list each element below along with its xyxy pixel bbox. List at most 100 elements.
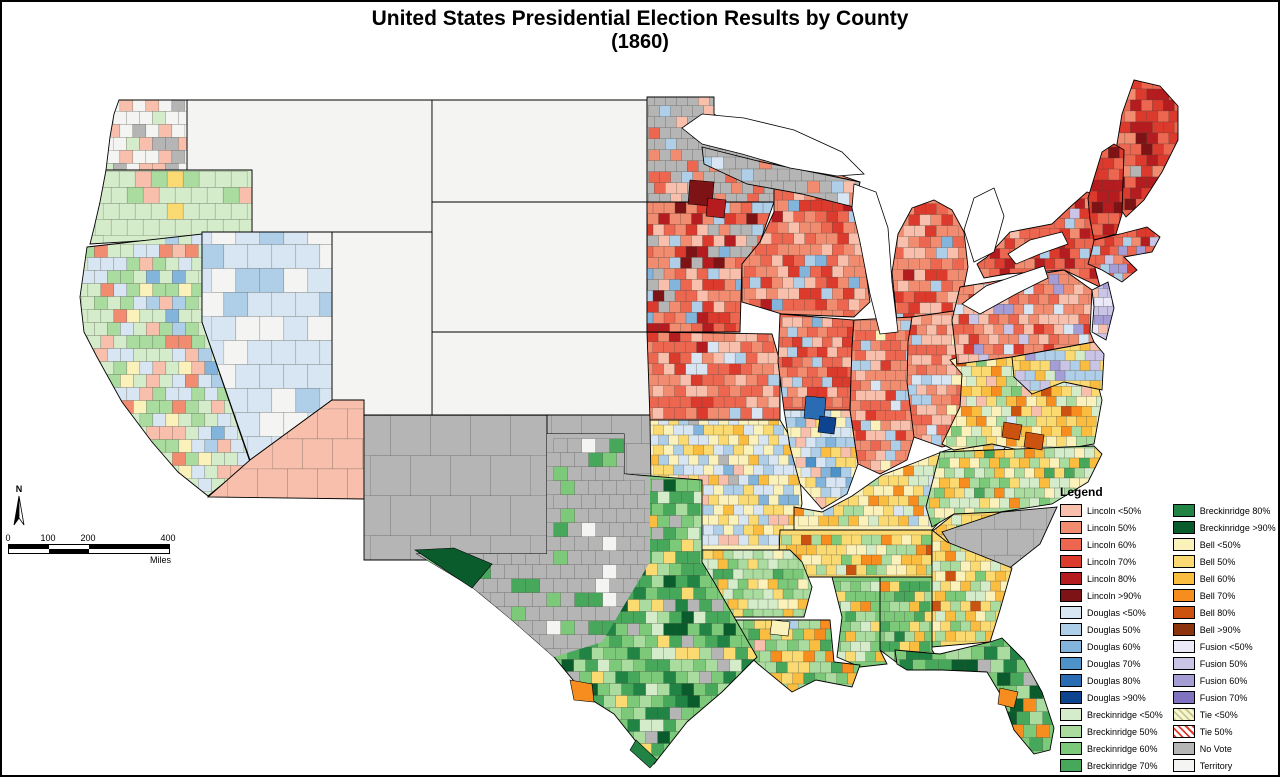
overlay-florida-orange: [997, 687, 1019, 709]
legend-item-label: Douglas >90%: [1087, 692, 1146, 703]
region-dakota: [432, 100, 647, 202]
scale-bar-segment: [49, 545, 89, 549]
scale-tick-label: 200: [80, 533, 96, 543]
legend-item: Lincoln <50%: [1060, 504, 1163, 517]
overlay-virginia-orange: [1001, 421, 1023, 441]
region-nebraska: [432, 202, 647, 332]
north-arrow-icon: [13, 495, 25, 526]
overlay-el-paso: [414, 547, 493, 589]
overlay-texas-orange: [569, 679, 595, 703]
scale-bar-segment: [9, 545, 49, 549]
legend-item-label: Lincoln 70%: [1087, 556, 1137, 567]
legend-item-label: Douglas 70%: [1087, 658, 1141, 669]
legend-swatch: [1172, 555, 1195, 568]
scale-bar: 0 100 200 400 Miles: [5, 533, 228, 569]
legend-column: Breckinridge 80% Breckinridge >90% Bell <5…: [1172, 504, 1276, 772]
legend-item-label: No Vote: [1199, 743, 1232, 754]
legend-item: Lincoln >90%: [1060, 589, 1163, 602]
region-mississippi: [832, 577, 887, 667]
legend-swatch: [1172, 725, 1195, 738]
scale-tick-labels: 0 100 200 400: [5, 533, 228, 543]
legend-item: Breckinridge 80%: [1172, 504, 1276, 517]
legend-swatch: [1060, 725, 1082, 738]
legend-swatch: [1060, 640, 1082, 653]
legend-item-label: Lincoln 60%: [1087, 539, 1137, 550]
legend-item: Territory: [1172, 759, 1276, 772]
overlay-texas-tip: [629, 739, 658, 769]
overlay-virginia-orange2: [1023, 431, 1045, 451]
legend-columns: Lincoln <50% Lincoln 50% Lincoln 60% Lincol…: [1060, 504, 1276, 772]
legend-item: No Vote: [1172, 742, 1276, 755]
region-new-jersey: [1092, 282, 1114, 340]
legend: Legend Lincoln <50% Lincoln 50% Lincoln 60…: [1060, 485, 1276, 772]
scale-bar-segment: [89, 545, 169, 549]
lake-superior: [681, 113, 865, 177]
legend-item: Tie <50%: [1172, 708, 1276, 721]
legend-item: Bell 50%: [1172, 555, 1276, 568]
legend-item: Lincoln 50%: [1060, 521, 1163, 534]
legend-swatch: [1060, 521, 1082, 534]
lake-huron: [963, 187, 1005, 263]
legend-item: Lincoln 60%: [1060, 538, 1163, 551]
legend-item-label: Fusion 60%: [1199, 675, 1248, 686]
legend-item-label: Breckinridge 70%: [1087, 760, 1158, 771]
scale-bar-segment: [89, 549, 169, 553]
legend-item: Breckinridge 70%: [1060, 759, 1163, 772]
legend-item: Lincoln 80%: [1060, 572, 1163, 585]
legend-item-label: Territory: [1199, 760, 1233, 771]
legend-swatch: [1172, 623, 1195, 636]
legend-swatch: [1060, 674, 1082, 687]
legend-item: Douglas 80%: [1060, 674, 1163, 687]
legend-item: Bell 80%: [1172, 606, 1276, 619]
legend-swatch: [1172, 759, 1195, 772]
legend-item: Lincoln 70%: [1060, 555, 1163, 568]
legend-swatch: [1060, 623, 1082, 636]
legend-item: Douglas 70%: [1060, 657, 1163, 670]
legend-swatch: [1060, 572, 1082, 585]
region-alabama: [880, 577, 940, 665]
legend-item: Tie 50%: [1172, 725, 1276, 738]
legend-item-label: Bell >90%: [1199, 624, 1241, 635]
legend-item: Bell <50%: [1172, 538, 1276, 551]
legend-item-label: Fusion 50%: [1199, 658, 1248, 669]
lake-erie: [961, 265, 1049, 315]
legend-swatch: [1060, 759, 1082, 772]
legend-item: Breckinridge <50%: [1060, 708, 1163, 721]
legend-item: Breckinridge 50%: [1060, 725, 1163, 738]
legend-item-label: Breckinridge <50%: [1087, 709, 1163, 720]
legend-swatch: [1172, 657, 1195, 670]
legend-item-label: Douglas 80%: [1087, 675, 1141, 686]
scale-tick-label: 100: [40, 533, 56, 543]
scale-tick-label: 0: [5, 533, 11, 543]
legend-item-label: Breckinridge 80%: [1199, 505, 1271, 516]
map-title: United States Presidential Election Resu…: [371, 7, 909, 30]
legend-swatch: [1172, 674, 1195, 687]
legend-swatch: [1060, 742, 1082, 755]
region-iowa: [647, 332, 780, 420]
legend-item: Fusion 70%: [1172, 691, 1276, 704]
region-maine: [1114, 80, 1178, 217]
legend-item-label: Douglas 50%: [1087, 624, 1141, 635]
legend-swatch: [1060, 555, 1082, 568]
north-arrow-label: N: [15, 484, 23, 494]
region-new-mexico: [364, 415, 547, 560]
lake-michigan-lake: [851, 183, 899, 335]
legend-swatch: [1172, 504, 1195, 517]
legend-item-label: Lincoln <50%: [1087, 505, 1142, 516]
legend-item-label: Bell 70%: [1199, 590, 1236, 601]
region-washington: [106, 100, 187, 172]
legend-swatch: [1060, 538, 1082, 551]
legend-item-label: Douglas 60%: [1087, 641, 1141, 652]
legend-item-label: Breckinridge 60%: [1087, 743, 1158, 754]
legend-item-label: Tie 50%: [1199, 726, 1233, 737]
region-vermont-new-hampshire: [1088, 144, 1124, 240]
legend-swatch: [1172, 521, 1195, 534]
legend-swatch: [1060, 691, 1082, 704]
overlay-minnesota-darkred2: [705, 197, 727, 219]
scale-bar-row: [9, 549, 169, 553]
scale-bar-segment: [49, 549, 89, 553]
legend-item-label: Bell 80%: [1199, 607, 1236, 618]
legend-item-label: Douglas <50%: [1087, 607, 1146, 618]
title-block: United States Presidential Election Resu…: [2, 7, 1278, 54]
